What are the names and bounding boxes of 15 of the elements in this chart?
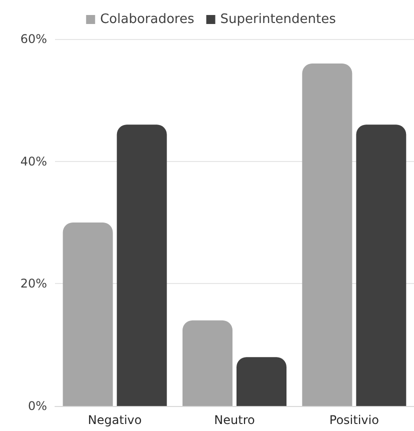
bar: [182, 320, 232, 406]
y-tick-label: 40%: [20, 154, 47, 168]
legend-label: Colaboradores: [100, 12, 194, 27]
y-tick-label: 20%: [20, 276, 47, 291]
y-tick-label: 0%: [28, 399, 47, 413]
x-tick-label: Positivio: [329, 413, 379, 427]
legend-label: Superintendentes: [220, 12, 336, 27]
bar: [236, 357, 286, 406]
y-tick-label: 60%: [20, 32, 47, 46]
bar: [62, 222, 113, 406]
x-tick-label: Neutro: [214, 413, 255, 427]
bar: [116, 124, 167, 406]
x-tick-label: Negativo: [88, 413, 142, 427]
bar: [302, 63, 352, 406]
bar: [356, 124, 406, 406]
